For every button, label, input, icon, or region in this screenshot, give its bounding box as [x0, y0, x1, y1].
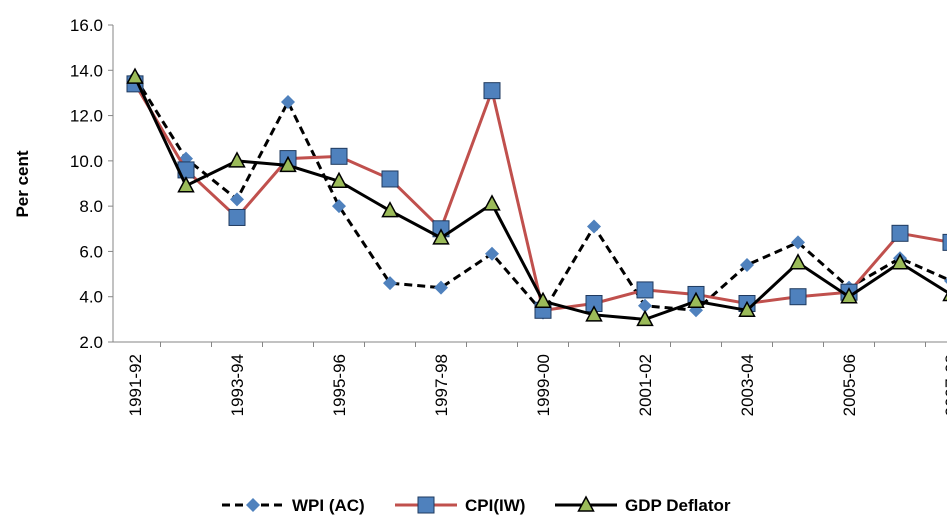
marker: [126, 67, 144, 84]
y-tick-label: 2.0: [79, 333, 103, 352]
marker: [636, 281, 654, 299]
marker: [330, 147, 348, 165]
legend-item: CPI(IW): [395, 496, 525, 515]
marker: [942, 292, 947, 302]
marker: [230, 192, 244, 207]
marker: [279, 155, 297, 173]
x-tick-label: 1993-94: [228, 354, 247, 416]
marker: [381, 201, 399, 218]
marker: [789, 288, 807, 306]
marker: [944, 277, 947, 284]
x-tick-label: 1991-92: [126, 354, 145, 416]
marker: [585, 305, 603, 322]
x-tick-label: 1995-96: [330, 354, 349, 416]
marker: [228, 208, 246, 226]
x-tick-label: 2003-04: [738, 354, 757, 416]
y-tick-label: 10.0: [70, 152, 103, 171]
x-tick-label: 2005-06: [840, 354, 859, 416]
series: [126, 75, 947, 319]
legend-marker: [577, 495, 595, 512]
marker: [432, 228, 450, 245]
series: [126, 67, 947, 327]
marker: [789, 253, 807, 270]
marker: [587, 219, 601, 234]
marker: [942, 233, 947, 251]
y-tick-label: 16.0: [70, 16, 103, 35]
marker: [534, 291, 552, 308]
marker: [485, 246, 499, 261]
marker: [281, 94, 295, 109]
legend-text: WPI (AC): [292, 496, 365, 515]
marker: [638, 298, 652, 313]
marker: [738, 300, 756, 318]
marker: [381, 170, 399, 188]
x-tick-label: 1997-98: [432, 354, 451, 416]
legend-marker: [417, 496, 435, 514]
legend-marker: [246, 498, 260, 512]
x-tick-label: 2001-02: [636, 354, 655, 416]
marker: [383, 276, 397, 291]
marker: [687, 291, 705, 308]
y-tick-label: 6.0: [79, 242, 103, 261]
marker: [434, 280, 448, 295]
y-tick-label: 4.0: [79, 288, 103, 307]
marker: [228, 151, 246, 168]
marker: [177, 176, 195, 193]
marker: [891, 253, 909, 270]
marker: [483, 82, 501, 100]
marker: [740, 258, 754, 273]
legend-text: GDP Deflator: [625, 496, 731, 515]
legend-text: CPI(IW): [465, 496, 525, 515]
y-axis-label: Per cent: [13, 150, 32, 217]
series-line: [133, 83, 947, 312]
marker: [791, 235, 805, 250]
x-tick-label: 2007-08: [942, 354, 947, 416]
y-tick-label: 12.0: [70, 107, 103, 126]
x-tick-label: 1999-00: [534, 354, 553, 416]
marker: [840, 287, 858, 304]
y-tick-label: 14.0: [70, 61, 103, 80]
y-tick-label: 8.0: [79, 197, 103, 216]
series-line: [133, 76, 947, 321]
legend-item: WPI (AC): [222, 496, 365, 515]
marker: [483, 194, 501, 211]
legend-item: GDP Deflator: [555, 495, 731, 515]
marker: [891, 224, 909, 242]
marker: [330, 171, 348, 188]
marker: [636, 309, 654, 327]
marker: [332, 199, 346, 214]
